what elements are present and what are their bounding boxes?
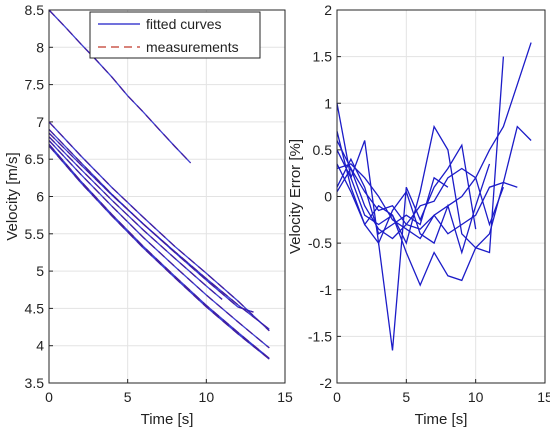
y-tick-label: 5.5	[25, 226, 45, 242]
y-tick-label: 0	[324, 189, 332, 205]
fitted-curve-line	[48, 9, 192, 164]
y-axis-label: Velocity Error [%]	[287, 139, 304, 254]
error-line	[336, 163, 505, 240]
x-tick-label: 10	[199, 389, 215, 405]
axes-0: 0 5 10 15 3.5 4 4.5 5 5.5 6 6.5 7 7.5 8 8.5 Time [s] Vel…	[4, 2, 293, 428]
y-axis-label: Velocity [m/s]	[4, 152, 21, 240]
x-tick-label: 0	[333, 389, 341, 405]
error-line	[336, 163, 518, 287]
y-tick-label: -1.5	[308, 328, 332, 344]
x-tick-label: 5	[402, 389, 410, 405]
y-tick-label: 0.5	[313, 142, 333, 158]
y-tick-label: -2	[320, 375, 333, 391]
legend-box	[89, 11, 261, 59]
y-tick-label: 6	[36, 189, 44, 205]
y-tick-label: -1	[320, 282, 333, 298]
y-tick-label: 4.5	[25, 300, 45, 316]
y-tick-label: 6.5	[25, 151, 45, 167]
x-axis-label: Time [s]	[141, 411, 194, 428]
series-group	[48, 9, 270, 360]
y-tick-label: 1	[324, 95, 332, 111]
fitted-curve-line	[48, 143, 270, 359]
x-tick-label: 10	[468, 389, 484, 405]
y-tick-label: 1.5	[313, 49, 333, 65]
x-tick-label: 15	[277, 389, 293, 405]
fitted-curve-line	[48, 140, 270, 349]
error-line	[336, 140, 491, 255]
x-axis-label: Time [s]	[415, 411, 468, 428]
fitted-curve-line	[48, 136, 223, 300]
axes-box	[336, 9, 546, 384]
y-tick-label: 8	[36, 39, 44, 55]
y-tick-label: 4	[36, 338, 44, 354]
legend-label: measurements	[146, 39, 239, 55]
y-tick-label: 7	[36, 114, 44, 130]
fitted-curve-line	[48, 121, 270, 332]
legend-label: fitted curves	[146, 16, 221, 32]
y-tick-label: 2	[324, 2, 332, 18]
axes-box	[48, 9, 286, 384]
y-tick-label: 3.5	[25, 375, 45, 391]
fitted-curve-line	[48, 132, 270, 330]
x-tick-label: 5	[124, 389, 132, 405]
y-tick-label: 7.5	[25, 77, 45, 93]
y-tick-label: 5	[36, 263, 44, 279]
y-tick-label: -0.5	[308, 235, 332, 251]
axes-1: 0 5 10 15 -2 -1.5 -1 -0.5 0 0.5 1 1.5 2 Time [s] Veloc…	[287, 2, 550, 428]
fitted-curve-line	[48, 145, 270, 360]
series-group	[336, 42, 532, 351]
legend: fitted curves measurements	[89, 11, 261, 59]
x-tick-label: 0	[45, 389, 53, 405]
y-tick-label: 8.5	[25, 2, 45, 18]
x-tick-label: 15	[537, 389, 550, 405]
error-line	[336, 42, 532, 240]
